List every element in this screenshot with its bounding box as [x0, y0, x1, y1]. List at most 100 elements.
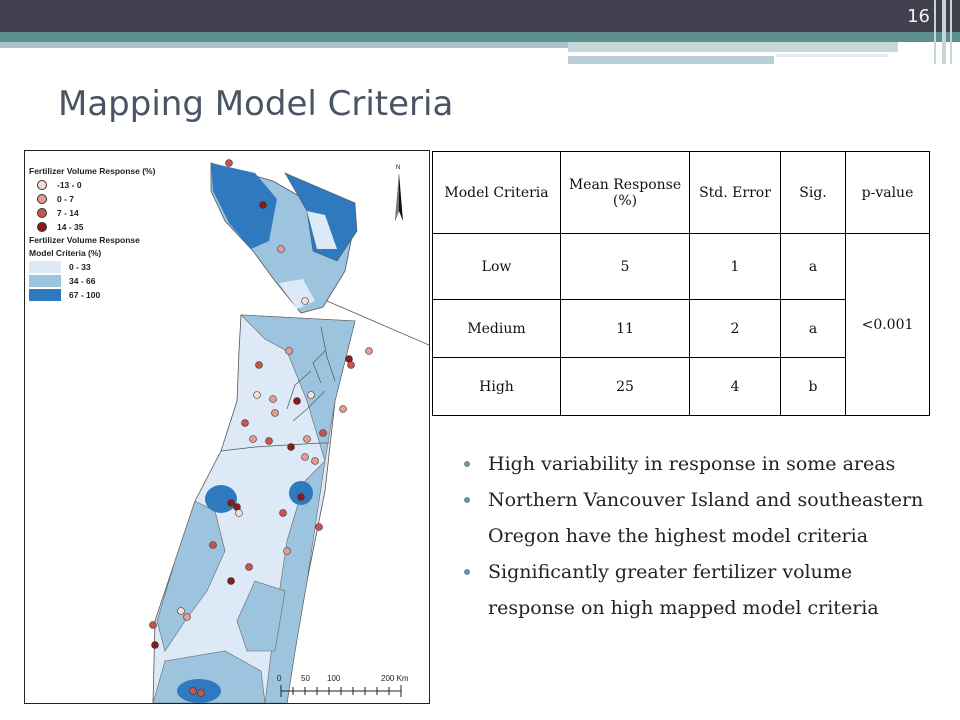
legend-item: 67 - 100 — [29, 288, 155, 302]
legend-swatch — [29, 261, 61, 273]
slide-number: 16 — [907, 6, 930, 27]
point — [241, 419, 249, 427]
scale-label: 100 — [327, 674, 341, 683]
point — [271, 409, 279, 417]
region-medium — [236, 580, 286, 652]
table-header: Mean Response (%) — [560, 151, 690, 234]
legend-item: 0 - 7 — [29, 192, 155, 206]
water-line — [286, 326, 336, 422]
point — [347, 361, 355, 369]
point — [235, 509, 243, 517]
table-cell: a — [780, 299, 846, 358]
table-cell: 2 — [689, 299, 781, 358]
header-divider — [934, 0, 936, 64]
point — [189, 687, 197, 695]
table-row: High 25 4 b — [432, 357, 930, 416]
point — [265, 437, 273, 445]
point — [339, 405, 347, 413]
point — [311, 457, 319, 465]
point — [301, 297, 309, 305]
point — [225, 159, 233, 167]
bullet-text: Significantly greater fertilizer volume … — [488, 561, 879, 619]
scale-label: 50 — [301, 674, 310, 683]
legend-title: Fertilizer Volume Response — [29, 235, 140, 245]
region-high — [289, 481, 313, 505]
point — [253, 391, 261, 399]
point — [301, 453, 309, 461]
bullet-dot-icon — [464, 569, 470, 575]
table-cell: High — [432, 357, 561, 416]
bullet-text: High variability in response in some are… — [488, 453, 896, 475]
bullet-dot-icon — [464, 461, 470, 467]
point — [255, 361, 263, 369]
table-cell: 11 — [560, 299, 690, 358]
point — [293, 397, 301, 405]
point — [259, 201, 267, 209]
leader-line — [326, 300, 429, 346]
bullet-text: Northern Vancouver Island and southeaste… — [488, 489, 924, 547]
legend-label: 0 - 33 — [69, 262, 91, 272]
legend-swatch — [29, 289, 61, 301]
table-header: Std. Error — [689, 151, 781, 234]
point — [183, 613, 191, 621]
point — [303, 435, 311, 443]
point — [279, 509, 287, 517]
point — [227, 499, 235, 507]
table-cell: 4 — [689, 357, 781, 416]
point — [209, 541, 217, 549]
header-stripe — [568, 42, 898, 52]
table-header-row: Model Criteria Mean Response (%) Std. Er… — [432, 151, 930, 234]
legend-dot-icon — [37, 180, 47, 190]
header-stripe — [776, 54, 888, 57]
header-divider — [950, 0, 952, 64]
legend-title: Model Criteria (%) — [29, 248, 102, 258]
legend-label: 0 - 7 — [57, 194, 75, 204]
table-cell: Medium — [432, 299, 561, 358]
bullet-item: Northern Vancouver Island and southeaste… — [462, 482, 942, 554]
table-row: Medium 11 2 a — [432, 299, 930, 358]
legend-dot-icon — [37, 208, 47, 218]
header-bar — [0, 0, 960, 32]
point — [307, 391, 315, 399]
region-light — [307, 211, 337, 249]
region-high — [205, 485, 237, 513]
table-cell: Low — [432, 233, 561, 300]
point — [283, 547, 291, 555]
map-legend: Fertilizer Volume Response (%) -13 - 0 0… — [29, 165, 155, 302]
point — [365, 347, 373, 355]
legend-label: 14 - 35 — [57, 222, 84, 232]
header-divider — [942, 0, 946, 64]
region-medium — [156, 500, 226, 652]
legend-item: 14 - 35 — [29, 220, 155, 234]
table-cell: a — [780, 233, 846, 300]
point — [227, 577, 235, 585]
table-cell: 25 — [560, 357, 690, 416]
north-arrow — [395, 173, 403, 221]
point — [277, 245, 285, 253]
bullet-item: Significantly greater fertilizer volume … — [462, 554, 942, 626]
table-cell: 5 — [560, 233, 690, 300]
map-graphic: N — [149, 159, 429, 703]
scale-label: 200 Km — [381, 674, 409, 683]
bullet-dot-icon — [464, 497, 470, 503]
p-value-cell: <0.001 — [845, 233, 930, 416]
header-stripe — [568, 56, 774, 64]
legend-swatch — [29, 275, 61, 287]
region-medium — [240, 314, 356, 462]
table-header: Model Criteria — [432, 151, 561, 234]
point — [285, 347, 293, 355]
point — [151, 641, 159, 649]
header-accent-bar — [0, 32, 960, 42]
bullet-item: High variability in response in some are… — [462, 446, 942, 482]
legend-dot-icon — [37, 222, 47, 232]
legend-dot-icon — [37, 194, 47, 204]
legend-item: 0 - 33 — [29, 260, 155, 274]
legend-label: 7 - 14 — [57, 208, 79, 218]
response-points — [149, 159, 373, 697]
scale-label: 0 — [277, 674, 282, 683]
point — [149, 621, 157, 629]
header-stripe — [0, 42, 568, 48]
bullet-list: High variability in response in some are… — [462, 446, 942, 626]
legend-label: -13 - 0 — [57, 180, 82, 190]
point — [319, 429, 327, 437]
